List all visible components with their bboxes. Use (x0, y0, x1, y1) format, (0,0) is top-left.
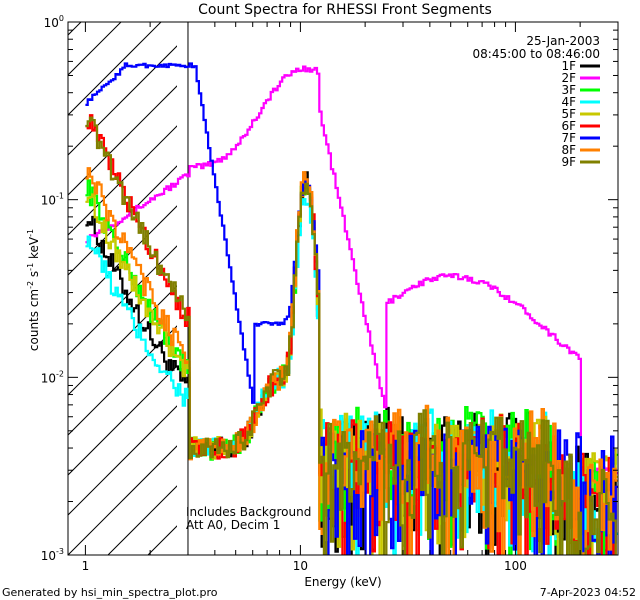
y-tick-label: 10-2 (41, 369, 64, 385)
y-label-exp2: -1 (26, 263, 35, 271)
x-tick-label: 1 (82, 559, 90, 573)
footer-generated-by: Generated by hsi_min_spectra_plot.pro (2, 586, 218, 599)
legend-label-3F: 3F (561, 83, 576, 97)
y-label-exp1: -2 (26, 281, 35, 289)
x-tick-label: 10 (293, 559, 308, 573)
hatch-line (68, 365, 177, 476)
hatch-line (68, 22, 162, 116)
y-label-end: keV (27, 236, 41, 263)
legend-label-4F: 4F (561, 95, 576, 109)
legend-label-1F: 1F (561, 59, 576, 73)
legend-label-9F: 9F (561, 155, 576, 169)
hatch-line (68, 85, 177, 196)
y-label-exp3: -1 (26, 229, 35, 237)
footer-timestamp: 7-Apr-2023 04:52 (540, 586, 636, 599)
legend-label-8F: 8F (561, 143, 576, 157)
x-axis-label: Energy (keV) (304, 575, 381, 589)
hatch-line (68, 445, 177, 555)
date-label: 25-Jan-2003 (526, 34, 600, 48)
legend-label-7F: 7F (561, 131, 576, 145)
series-group (85, 62, 618, 555)
plot-frame (67, 21, 619, 556)
series-1F-line (85, 171, 618, 555)
axis-ticks: 1 10 100 100 10-1 10-2 10-3 (41, 14, 619, 573)
y-tick-label: 10-3 (41, 547, 64, 563)
hatch-line (68, 165, 177, 276)
hatch-line (68, 405, 177, 516)
legend-label-5F: 5F (561, 107, 576, 121)
legend-label-6F: 6F (561, 119, 576, 133)
y-label-main: counts cm (27, 289, 41, 351)
y-axis-label: counts cm-2 s-1 keV-1 (26, 229, 41, 351)
y-tick-label: 100 (44, 14, 64, 30)
series-2F-line (85, 65, 618, 475)
annotation-background: Includes Background (186, 505, 311, 519)
y-tick-label: 10-1 (41, 192, 64, 208)
series-9F-line (85, 116, 617, 555)
time-range-label: 08:45:00 to 08:46:00 (473, 47, 600, 61)
hatch-line (68, 22, 82, 36)
hatch-line (0, 0, 108, 555)
chart-title: Count Spectra for RHESSI Front Segments (198, 2, 492, 18)
annotation-attenuator: Att A0, Decim 1 (186, 518, 280, 532)
hatch-line (68, 45, 177, 156)
series-5F-line (85, 177, 618, 555)
y-label-mid: s (27, 271, 41, 281)
x-tick-label: 100 (504, 559, 527, 573)
legend-label-2F: 2F (561, 71, 576, 85)
hatch-line (68, 22, 122, 76)
hatch-line (68, 245, 177, 356)
